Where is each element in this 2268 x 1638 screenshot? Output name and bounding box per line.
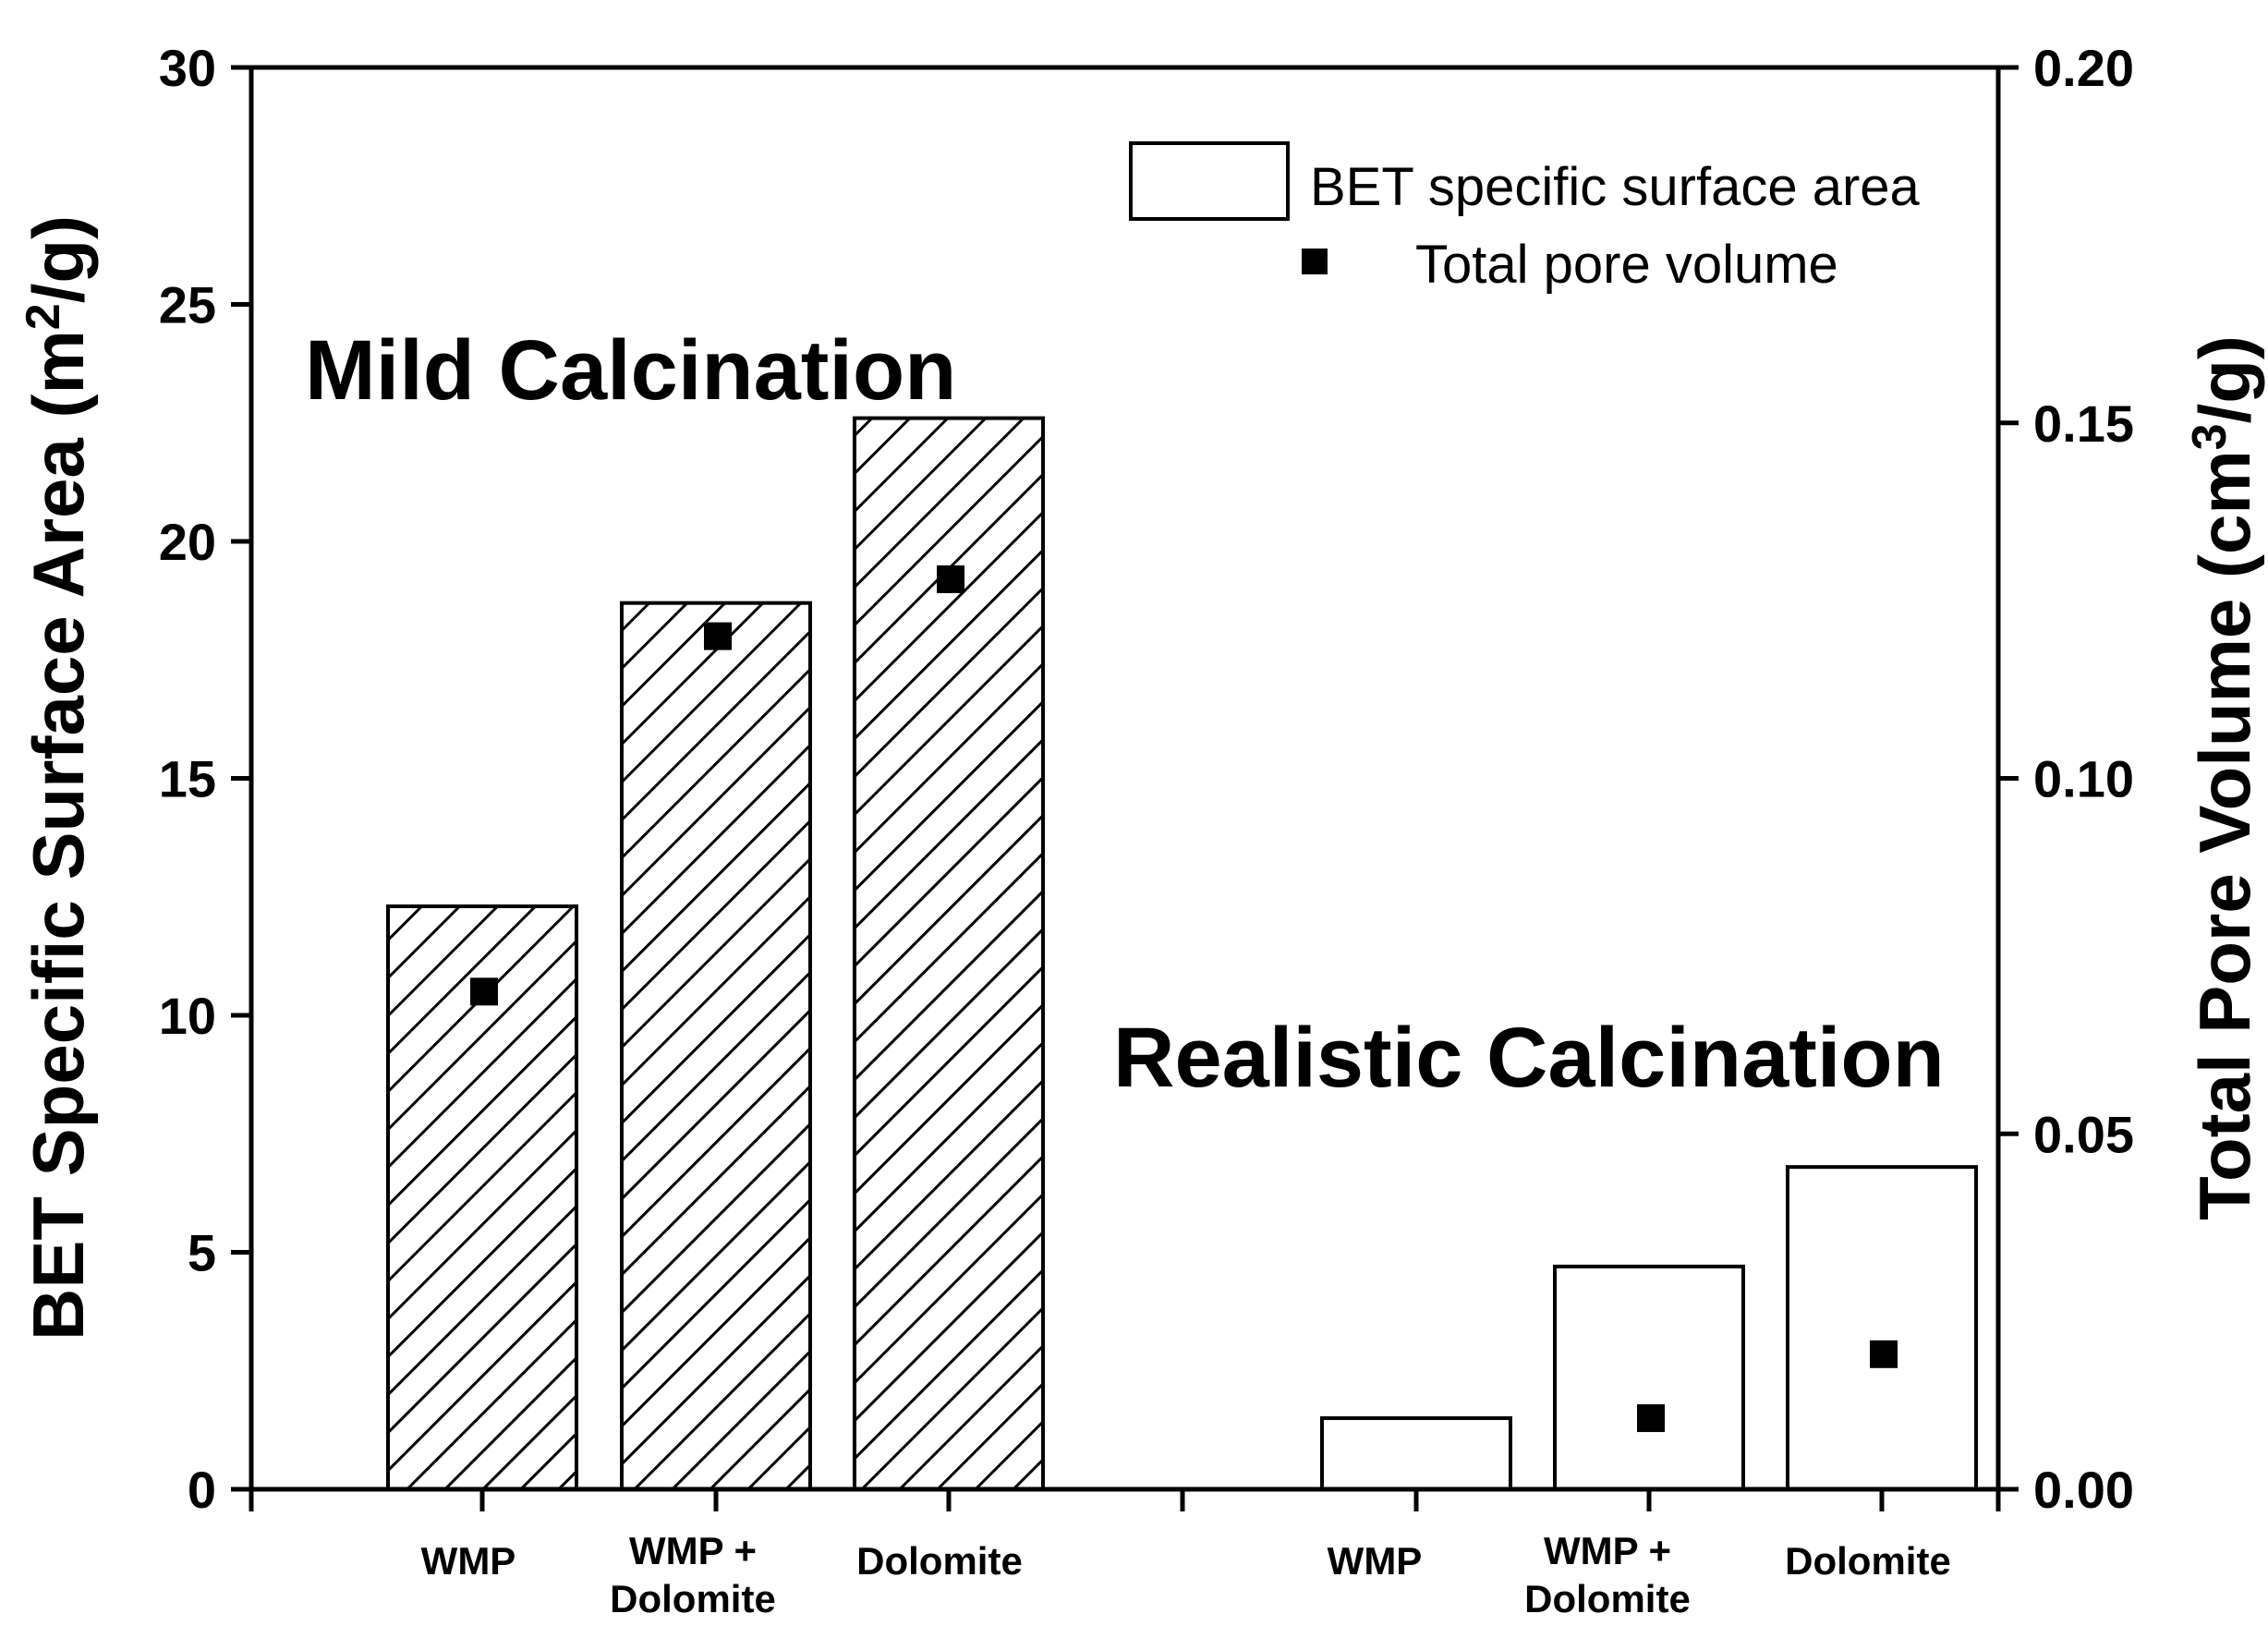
x-tick-label-1: WMP + Dolomite <box>610 1529 776 1620</box>
y2-tick-label-1: 0.05 <box>2033 1105 2134 1163</box>
y-axis-title: BET Specific Surface Area (m2/g) <box>17 215 99 1341</box>
ticks-layer: 0 5 10 15 20 25 30 0.00 0.05 0.10 0.15 0.20 <box>159 39 2134 1519</box>
bars-layer <box>386 416 1978 1492</box>
marker-pore-5 <box>1870 1340 1898 1368</box>
y-tick-label-4: 20 <box>159 513 216 571</box>
y2-tick-label-0: 0.00 <box>2033 1461 2134 1519</box>
legend-swatch-bet <box>1129 141 1290 221</box>
x-tick-label-5: Dolomite <box>1785 1539 1951 1583</box>
y-tick-label-6: 30 <box>159 39 216 97</box>
x-tick-labels: WMP WMP + Dolomite Dolomite WMP WMP + Dolomite… <box>421 1529 1951 1620</box>
x-tick-label-0: WMP <box>421 1539 516 1583</box>
y2-tick-label-4: 0.20 <box>2033 39 2134 97</box>
bar-bet-1 <box>620 601 812 1491</box>
y2-tick-label-3: 0.15 <box>2033 394 2134 453</box>
bar-bet-5 <box>1786 1165 1978 1492</box>
marker-pore-2 <box>937 565 964 594</box>
y2-tick-label-2: 0.10 <box>2033 750 2134 808</box>
y-tick-label-3: 15 <box>159 750 216 808</box>
marker-pore-1 <box>704 622 732 650</box>
legend-label-pore: Total pore volume <box>1415 235 1838 295</box>
group-label-realistic: Realistic Calcination <box>1113 1011 1945 1105</box>
x-tick-label-4: WMP + Dolomite <box>1524 1529 1691 1620</box>
x-tick-label-2: Dolomite <box>856 1539 1023 1583</box>
legend-label-bet: BET specific surface area <box>1310 157 1921 217</box>
y-tick-label-2: 10 <box>159 987 216 1045</box>
legend-swatch-pore <box>1302 249 1328 274</box>
marker-pore-4 <box>1637 1404 1665 1433</box>
x-tick-label-3: WMP <box>1328 1539 1423 1583</box>
bar-bet-4 <box>1553 1264 1745 1492</box>
y-tick-label-5: 25 <box>159 276 216 334</box>
markers-layer <box>470 565 1898 1433</box>
y2-axis-title: Total Pore Volume (cm3/g) <box>2183 335 2265 1220</box>
bar-bet-3 <box>1320 1416 1512 1492</box>
y-tick-label-0: 0 <box>188 1461 216 1519</box>
marker-pore-0 <box>470 977 498 1006</box>
group-label-mild: Mild Calcination <box>305 323 956 418</box>
group-labels: Mild Calcination Realistic Calcination <box>305 323 1945 1105</box>
legend: BET specific surface area Total pore vol… <box>1129 141 1921 295</box>
bar-bet-2 <box>853 416 1045 1491</box>
y-tick-label-1: 5 <box>188 1224 216 1282</box>
